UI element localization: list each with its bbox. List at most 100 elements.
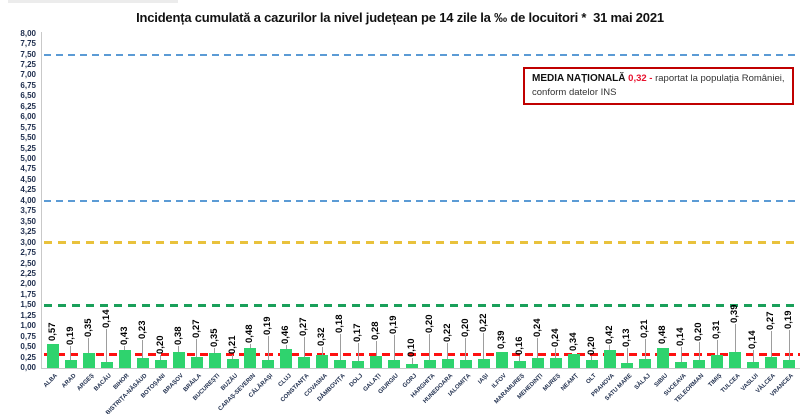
value-label: 0,10 <box>406 338 418 357</box>
reference-line-threshold-7-50 <box>44 53 800 56</box>
y-tick-label: 1,00 <box>20 321 36 331</box>
category-label: CLUJ <box>277 373 293 389</box>
category-label: SĂLAJ <box>633 373 652 392</box>
reference-line-threshold-4-00 <box>44 199 800 202</box>
y-tick-label: 5,00 <box>20 154 36 163</box>
value-label: 0,22 <box>477 313 489 332</box>
leader-line <box>411 357 413 364</box>
value-label: 0,43 <box>118 326 130 346</box>
leader-line <box>752 350 754 363</box>
y-tick-label: 4,50 <box>20 174 36 184</box>
category-label: ARAD <box>60 373 78 390</box>
bar-ialomița <box>459 359 472 368</box>
leader-line <box>519 356 521 362</box>
leader-line <box>214 348 216 354</box>
leader-line <box>357 342 359 361</box>
bar-argeș <box>82 353 95 368</box>
bar-ilfov <box>495 351 508 368</box>
leader-line <box>321 346 323 355</box>
bar-cluj <box>280 348 293 368</box>
bar-neamț <box>567 353 580 368</box>
bar-mureș <box>549 357 562 368</box>
category-label: DOLJ <box>348 373 365 389</box>
leader-line <box>770 330 772 357</box>
value-label: 0,20 <box>585 336 597 355</box>
leader-line <box>106 329 108 363</box>
bar-constanța <box>298 356 311 368</box>
bar-teleorman <box>693 359 706 368</box>
bar-sălaj <box>639 359 652 368</box>
bar-brăila <box>190 356 203 368</box>
y-tick-label: 3,75 <box>20 206 36 216</box>
leader-line <box>249 343 251 348</box>
national-average-label: MEDIA NAȚIONALĂ <box>532 73 626 84</box>
leader-line <box>644 339 646 360</box>
y-tick-label: 6,50 <box>20 91 36 101</box>
bar-covasna <box>316 354 329 368</box>
bar-prahova <box>603 350 616 368</box>
value-label: 0,20 <box>423 314 435 333</box>
bar-harghita <box>423 359 436 368</box>
leader-line <box>142 340 144 359</box>
bar-maramureș <box>513 361 526 368</box>
y-tick-label: 0,25 <box>20 352 36 362</box>
y-tick-label: 5,25 <box>20 143 36 153</box>
value-label: 0,39 <box>729 304 741 323</box>
y-tick-label: 2,50 <box>20 258 36 268</box>
bar-gorj <box>406 363 419 368</box>
value-label: 0,46 <box>280 325 292 344</box>
category-label: GORJ <box>401 373 419 390</box>
bar-sibiu <box>657 347 670 368</box>
value-label: 0,19 <box>262 316 274 336</box>
value-label: 0,14 <box>100 309 112 329</box>
value-label: 0,32 <box>316 327 328 346</box>
value-label: 0,24 <box>531 318 543 337</box>
category-label: IAȘI <box>477 373 491 386</box>
leader-line <box>88 338 90 354</box>
value-label: 0,22 <box>441 323 453 342</box>
y-tick-label: 0,75 <box>20 331 36 341</box>
category-label: ALBA <box>43 373 60 390</box>
leader-line <box>178 346 180 353</box>
y-tick-label: 2,75 <box>20 248 36 258</box>
bar-timiș <box>711 355 724 368</box>
national-average-box: MEDIA NAȚIONALĂ 0,32 - raportat la popul… <box>523 67 794 106</box>
bar-satu mare <box>621 362 634 368</box>
leader-line <box>465 337 467 360</box>
bar-tulcea <box>729 351 742 368</box>
bar-vâlcea <box>765 356 778 368</box>
y-tick-label: 7,00 <box>20 70 36 80</box>
category-label: MUREȘ <box>542 373 562 393</box>
leader-line <box>393 335 395 361</box>
bar-hunedoara <box>441 358 454 368</box>
value-label: 0,18 <box>334 314 346 334</box>
y-tick-label: 4,75 <box>20 164 36 174</box>
bar-botoșani <box>154 359 167 368</box>
y-tick-label: 1,50 <box>20 300 36 310</box>
leader-line <box>483 332 485 359</box>
y-tick-label: 3,50 <box>20 216 36 226</box>
leader-line <box>196 338 198 357</box>
bar-vaslui <box>747 362 760 368</box>
leader-line <box>537 337 539 358</box>
leader-line <box>429 333 431 360</box>
value-label: 0,28 <box>370 321 382 341</box>
value-label: 0,13 <box>621 328 633 347</box>
bar-bucurești <box>208 353 221 368</box>
value-label: 0,20 <box>693 322 705 341</box>
leader-line <box>555 347 557 358</box>
leader-line <box>698 341 700 360</box>
value-label: 0,23 <box>136 320 148 340</box>
reference-line-threshold-1-50 <box>44 303 800 307</box>
leader-line <box>70 346 72 361</box>
x-axis-line <box>41 368 800 369</box>
leader-line <box>375 341 377 357</box>
bar-brașov <box>172 352 185 368</box>
y-tick-label: 7,50 <box>20 49 36 59</box>
value-label: 0,19 <box>783 310 795 330</box>
y-tick-label: 6,25 <box>20 101 36 111</box>
value-label: 0,38 <box>172 326 184 346</box>
bar-alba <box>46 344 59 368</box>
y-tick-label: 4,25 <box>20 185 36 195</box>
